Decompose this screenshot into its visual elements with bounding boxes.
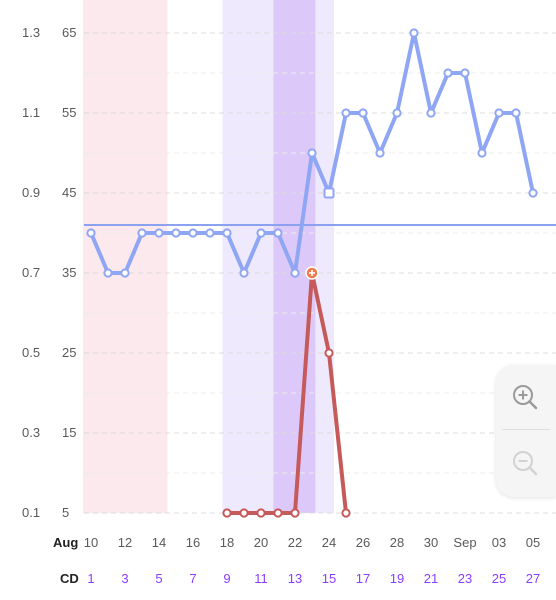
y-right-tick-label: 55 — [62, 105, 76, 120]
series-0-point — [494, 108, 504, 118]
cd-tick-label: 19 — [390, 571, 404, 586]
series-0-point — [239, 268, 249, 278]
x-tick-label: Sep — [453, 535, 476, 550]
series-0-point — [528, 188, 538, 198]
series-0-point — [460, 68, 470, 78]
y-right-tick-label: 45 — [62, 185, 76, 200]
zoom-divider — [502, 429, 550, 430]
zoom-out-button[interactable] — [510, 448, 540, 478]
series-0-point — [222, 228, 232, 238]
series-1-point — [324, 348, 334, 358]
series-0-point — [443, 68, 453, 78]
x-tick-label: 10 — [84, 535, 98, 550]
y-right-tick-label: 35 — [62, 265, 76, 280]
y-left-tick-label: 0.9 — [22, 185, 40, 200]
x-axis: Aug 10 12 14 16 18 20 22 24 26 28 30 Sep 03 05 — [53, 535, 540, 550]
y-left-tick-label: 0.5 — [22, 345, 40, 360]
y-right-tick-label: 5 — [62, 505, 69, 520]
x-axis-row-label: Aug — [53, 535, 78, 550]
series-0-point — [205, 228, 215, 238]
cd-tick-label: 23 — [458, 571, 472, 586]
series-0-point — [154, 228, 164, 238]
band-ovulation — [273, 0, 316, 513]
y-right-tick-label: 15 — [62, 425, 76, 440]
series-0-point — [409, 28, 419, 38]
cd-tick-label: 21 — [424, 571, 438, 586]
series-1-point — [239, 508, 249, 518]
y-left-tick-label: 0.3 — [22, 425, 40, 440]
series-0-point — [188, 228, 198, 238]
band-period — [83, 0, 168, 513]
cd-tick-label: 15 — [322, 571, 336, 586]
y-axis-left: 1.3 1.1 0.9 0.7 0.5 0.3 0.1 — [22, 25, 40, 520]
x-tick-label: 30 — [424, 535, 438, 550]
x-tick-label: 05 — [526, 535, 540, 550]
series-0-point — [120, 268, 130, 278]
x-tick-label: 14 — [152, 535, 166, 550]
series-0-point — [137, 228, 147, 238]
cd-tick-label: 7 — [189, 571, 196, 586]
cd-tick-label: 27 — [526, 571, 540, 586]
y-axis-right: 65 55 45 35 25 15 5 — [62, 25, 76, 520]
zoom-out-icon — [513, 451, 538, 476]
y-left-tick-label: 1.3 — [22, 25, 40, 40]
y-right-tick-label: 65 — [62, 25, 76, 40]
series-1-point — [290, 508, 300, 518]
series-0-point — [290, 268, 300, 278]
series-0-point — [103, 268, 113, 278]
series-0-point — [171, 228, 181, 238]
x-tick-label: 12 — [118, 535, 132, 550]
series-0-point — [477, 148, 487, 158]
cd-tick-label: 17 — [356, 571, 370, 586]
y-left-tick-label: 1.1 — [22, 105, 40, 120]
series-0-point — [256, 228, 266, 238]
series-0-point — [273, 228, 283, 238]
y-right-tick-label: 25 — [62, 345, 76, 360]
series-0-point — [86, 228, 96, 238]
zoom-in-icon — [513, 385, 538, 410]
cd-tick-label: 13 — [288, 571, 302, 586]
series-0-point — [341, 108, 351, 118]
series-group — [86, 28, 538, 518]
x-tick-label: 24 — [322, 535, 336, 550]
cd-tick-label: 25 — [492, 571, 506, 586]
x-tick-label: 26 — [356, 535, 370, 550]
zoom-controls — [496, 365, 556, 497]
cd-tick-label: 5 — [155, 571, 162, 586]
series-0-point — [511, 108, 521, 118]
x-tick-label: 28 — [390, 535, 404, 550]
cd-tick-label: 3 — [121, 571, 128, 586]
x-tick-label: 20 — [254, 535, 268, 550]
x-tick-label: 03 — [492, 535, 506, 550]
series-0-point — [358, 108, 368, 118]
series-0-point — [392, 108, 402, 118]
series-0-point — [426, 108, 436, 118]
x-tick-label: 22 — [288, 535, 302, 550]
series-1-point — [256, 508, 266, 518]
zoom-in-button[interactable] — [510, 382, 540, 412]
cd-axis-row-label: CD — [60, 571, 79, 586]
cd-axis: CD 1 3 5 7 9 11 13 15 17 19 21 23 25 27 — [60, 571, 540, 586]
y-left-tick-label: 0.1 — [22, 505, 40, 520]
x-tick-label: 18 — [220, 535, 234, 550]
series-1-point — [222, 508, 232, 518]
cd-tick-label: 11 — [254, 571, 268, 586]
x-tick-label: 16 — [186, 535, 200, 550]
shaded-ranges — [83, 0, 335, 513]
cd-tick-label: 9 — [223, 571, 230, 586]
series-0-point — [323, 187, 335, 199]
series-0-point — [307, 148, 317, 158]
series-1-point — [273, 508, 283, 518]
cd-tick-label: 1 — [87, 571, 94, 586]
y-left-tick-label: 0.7 — [22, 265, 40, 280]
series-1-point — [341, 508, 351, 518]
series-0-point — [375, 148, 385, 158]
